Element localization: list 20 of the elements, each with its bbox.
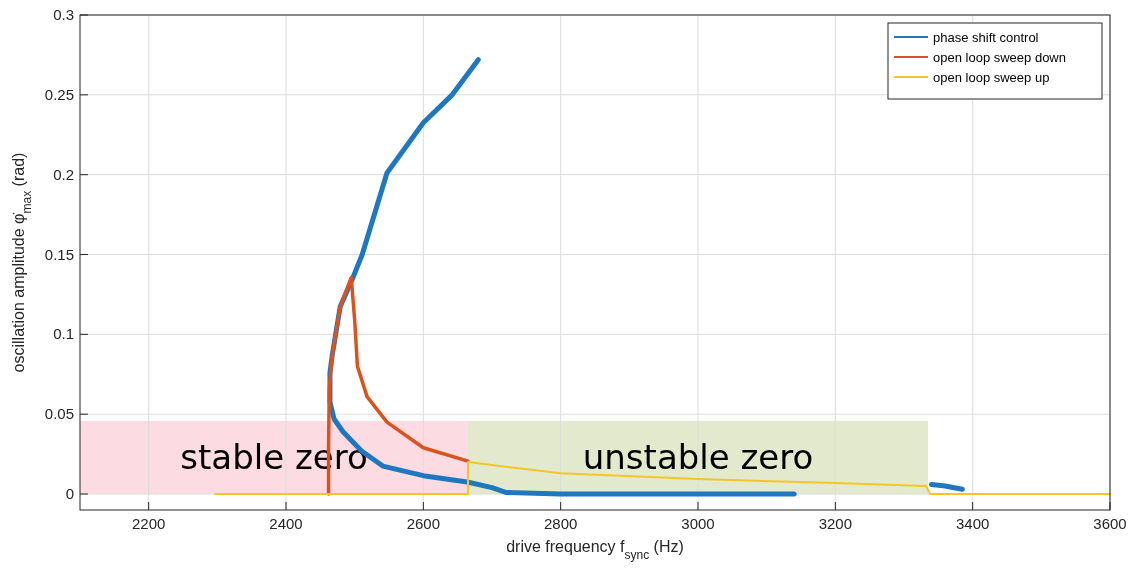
y-tick-label: 0.1 xyxy=(53,325,74,343)
legend-label: open loop sweep up xyxy=(933,70,1050,85)
x-tick-label: 3200 xyxy=(818,515,853,532)
x-tick-label: 2400 xyxy=(269,515,303,532)
x-tick-label: 2600 xyxy=(406,515,441,532)
y-tick-label: 0.05 xyxy=(44,405,74,423)
x-tick-label: 2200 xyxy=(131,515,166,532)
x-axis-title: drive frequency f$_{sync}$ (Hz) xyxy=(506,538,684,562)
legend-label: phase shift control xyxy=(933,30,1039,45)
legend-label: open loop sweep down xyxy=(933,50,1066,65)
y-tick-label: 0.3 xyxy=(53,6,74,23)
x-tick-label: 3000 xyxy=(681,515,715,532)
y-tick-label: 0.15 xyxy=(44,245,74,263)
x-tick-label: 3600 xyxy=(1093,515,1127,532)
x-tick-label: 3400 xyxy=(955,515,990,532)
x-tick-label: 2800 xyxy=(543,515,578,532)
y-tick-label: 0.25 xyxy=(44,85,74,103)
y-tick-label: 0.2 xyxy=(53,165,74,183)
y-tick-label: 0 xyxy=(65,485,74,503)
band-label: unstable zero xyxy=(582,437,814,478)
